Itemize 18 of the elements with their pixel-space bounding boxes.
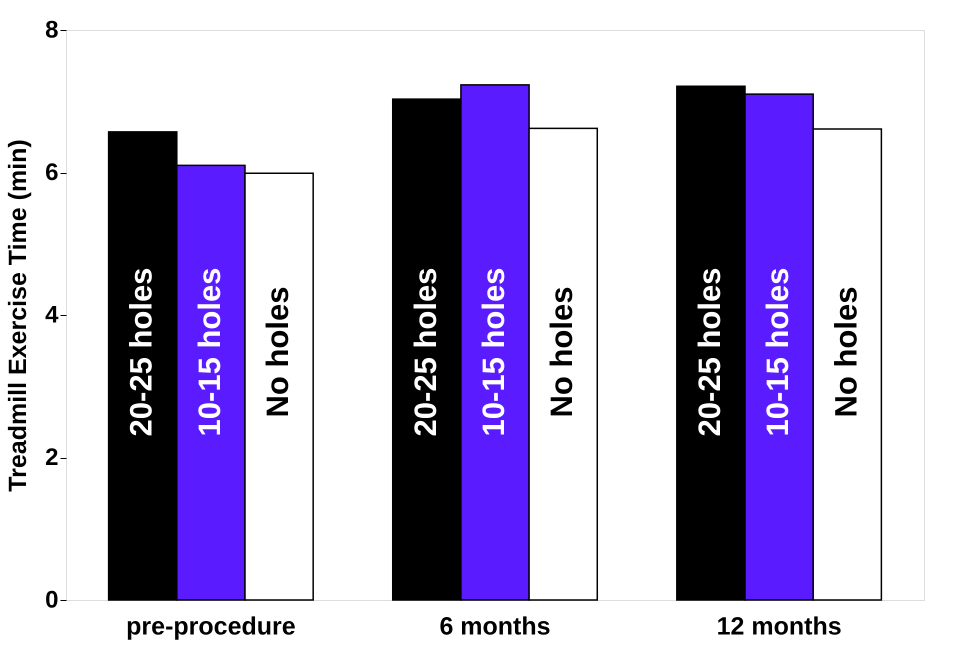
text: 10-15 holes <box>192 268 227 436</box>
series-label: No holes <box>544 286 580 418</box>
x-tick-label: 6 months <box>439 612 551 640</box>
series-label: 20-25 holes <box>692 268 727 436</box>
text: 20-25 holes <box>124 268 159 436</box>
y-tick-label: 8 <box>45 16 58 44</box>
y-tick-label: 2 <box>45 444 58 471</box>
x-tick-label: pre-procedure <box>126 612 296 640</box>
text: No holes <box>260 286 296 418</box>
series-label: 10-15 holes <box>760 268 796 436</box>
y-tick-label: 0 <box>45 586 58 614</box>
y-tick-label: 4 <box>45 302 60 328</box>
text: 10-15 holes <box>476 268 511 436</box>
text: 20-25 holes <box>408 268 443 436</box>
text: No holes <box>828 286 864 418</box>
x-tick-label: 12 months <box>716 612 842 640</box>
y-axis-title: Treadmill Exercise Time (min) <box>4 139 32 492</box>
y-tick-label: 6 <box>45 159 58 186</box>
